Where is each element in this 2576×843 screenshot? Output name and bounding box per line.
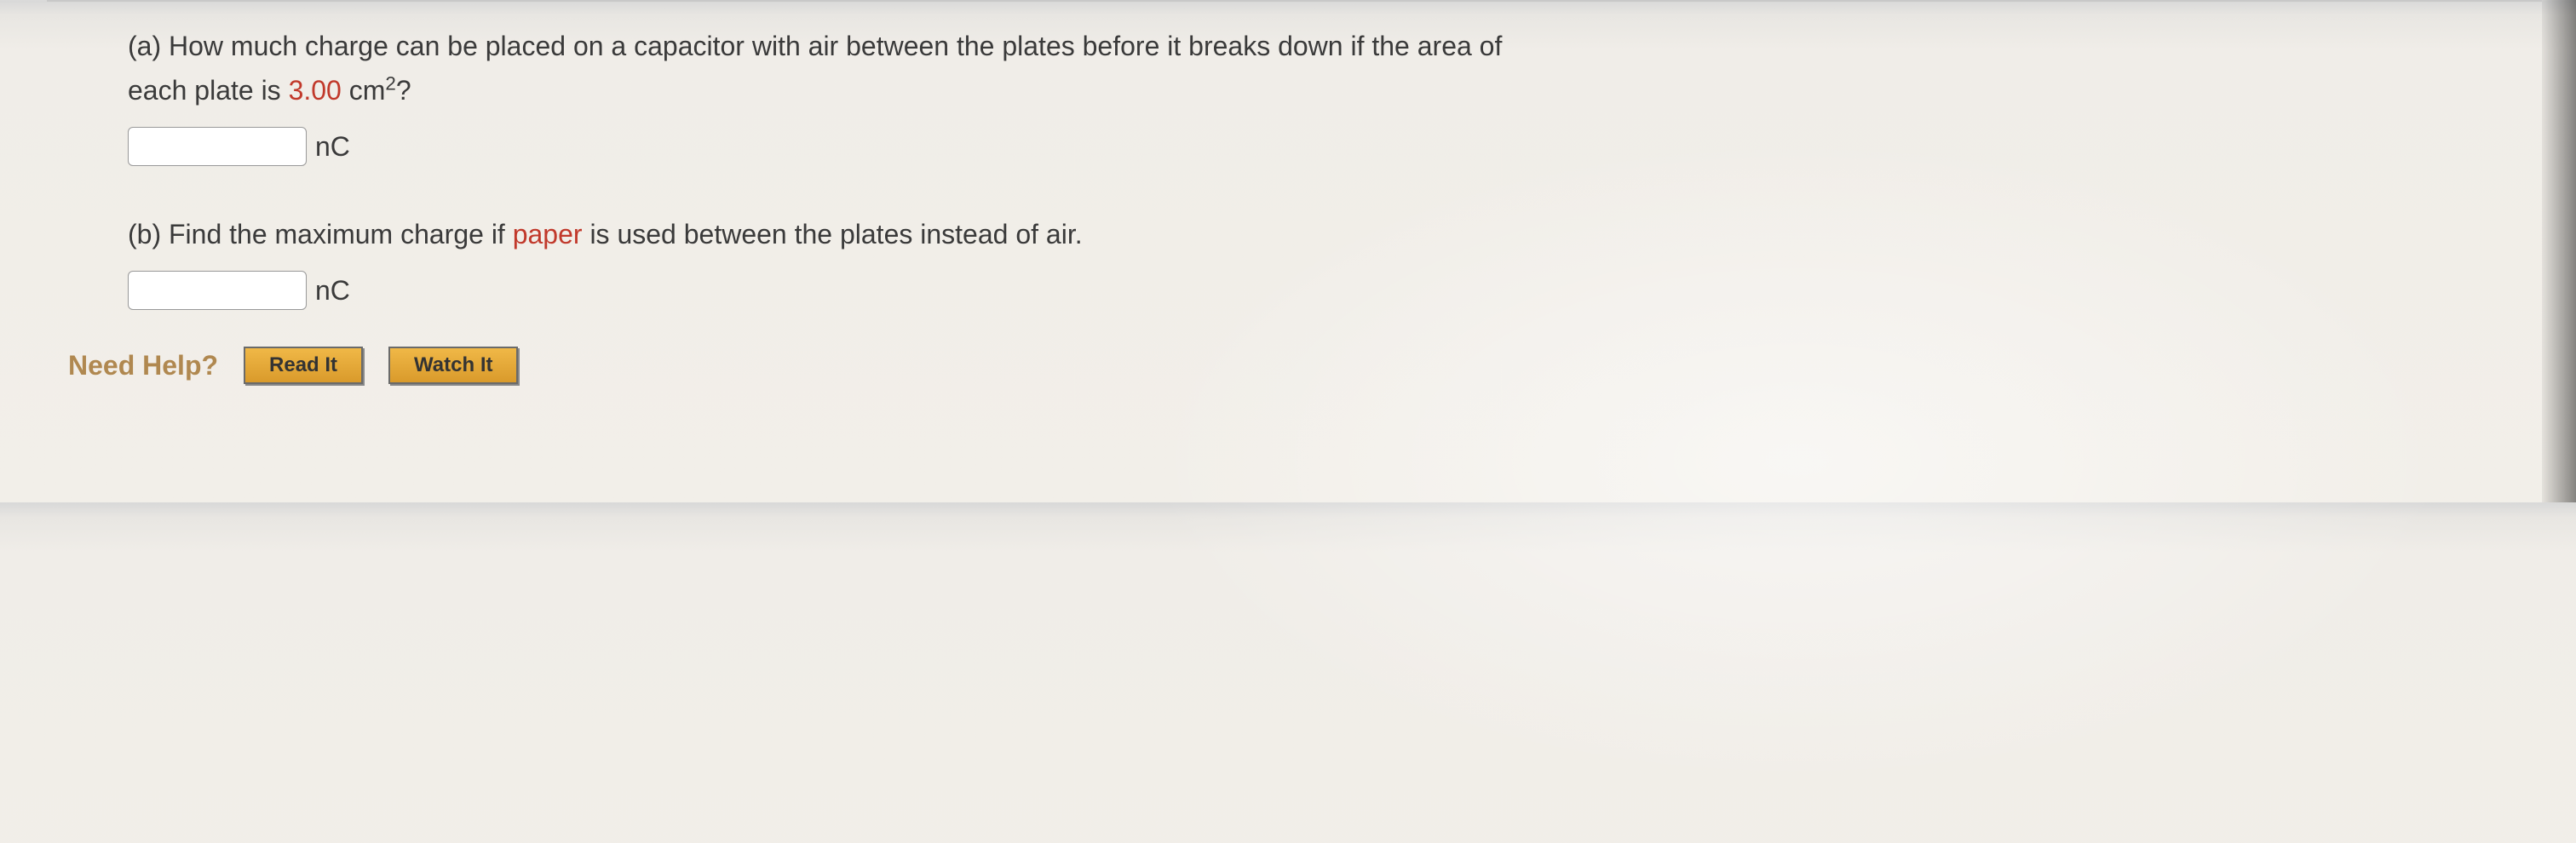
question-a-line2: each plate is 3.00 cm2? — [128, 70, 2525, 111]
qb-prefix: (b) Find the maximum charge if — [128, 219, 513, 249]
read-it-button[interactable]: Read It — [244, 347, 363, 384]
unit-label-b: nC — [315, 270, 350, 311]
answer-row-a: nC — [128, 126, 2525, 167]
watch-it-button[interactable]: Watch It — [388, 347, 518, 384]
qa-suffix-base: cm — [342, 75, 386, 106]
qb-suffix: is used between the plates instead of ai… — [583, 219, 1083, 249]
qa-exponent: 2 — [385, 72, 395, 94]
qb-highlight: paper — [513, 219, 583, 249]
qa-prefix: each plate is — [128, 75, 289, 106]
need-help-row: Need Help? Read It Watch It — [68, 345, 2525, 386]
question-a-line1: (a) How much charge can be placed on a c… — [128, 26, 2525, 66]
unit-label-a: nC — [315, 126, 350, 167]
qa-value: 3.00 — [289, 75, 342, 106]
qa-qmark: ? — [396, 75, 411, 106]
answer-input-a[interactable] — [128, 127, 307, 166]
need-help-label: Need Help? — [68, 345, 218, 386]
question-b-line: (b) Find the maximum charge if paper is … — [128, 214, 2525, 255]
answer-input-b[interactable] — [128, 271, 307, 310]
answer-row-b: nC — [128, 270, 2525, 311]
question-content: (a) How much charge can be placed on a c… — [0, 0, 2576, 411]
